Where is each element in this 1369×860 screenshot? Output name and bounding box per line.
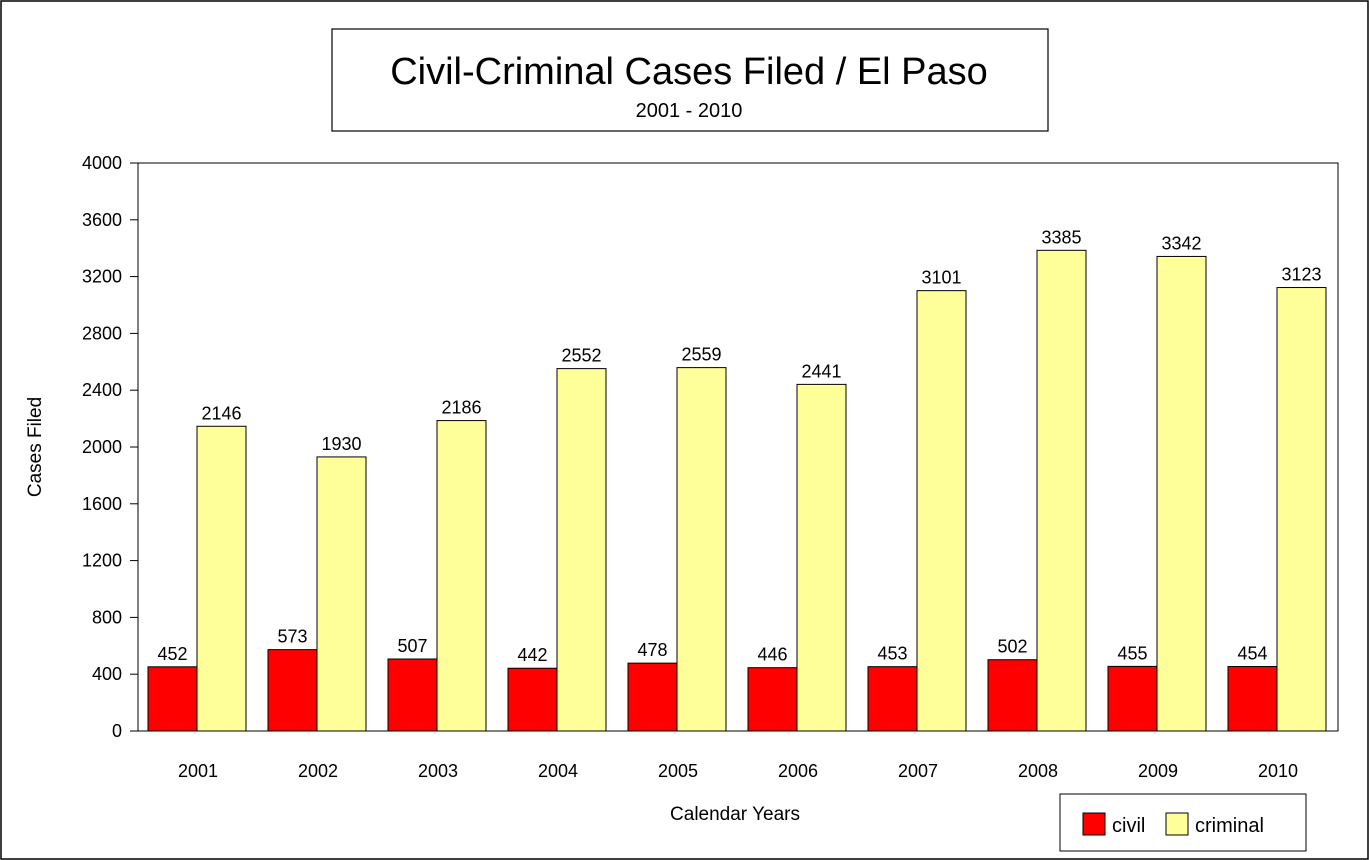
y-tick-label: 1200	[82, 551, 122, 571]
bar-criminal	[556, 368, 607, 732]
bar-criminal	[676, 367, 727, 732]
y-axis-label: Cases Filed	[25, 397, 46, 497]
bar-civil	[867, 666, 918, 732]
y-tick-label: 2000	[82, 437, 122, 457]
bar-criminal	[1276, 287, 1327, 732]
bar-civil	[1227, 666, 1278, 732]
y-tick-label: 800	[92, 607, 122, 627]
value-label-civil: 452	[157, 644, 187, 664]
x-axis-label: Calendar Years	[670, 804, 800, 825]
legend-label-criminal: criminal	[1195, 815, 1264, 837]
value-label-civil: 454	[1237, 644, 1267, 664]
value-label-criminal: 2441	[801, 361, 841, 381]
x-tick-label: 2009	[1138, 761, 1178, 781]
legend: civil criminal	[1059, 793, 1307, 852]
value-label-civil: 507	[397, 636, 427, 656]
bar-criminal	[1036, 249, 1087, 732]
x-tick-label: 2001	[178, 761, 218, 781]
value-label-civil: 453	[877, 644, 907, 664]
value-label-criminal: 2552	[561, 346, 601, 366]
value-label-criminal: 3123	[1281, 265, 1321, 285]
x-tick-label: 2006	[778, 761, 818, 781]
bar-civil	[1107, 665, 1158, 732]
y-tick-label: 2400	[82, 380, 122, 400]
bar-civil	[507, 667, 558, 732]
bar-civil	[147, 666, 198, 732]
bar-criminal	[316, 456, 367, 732]
bar-civil	[627, 662, 678, 732]
x-tick-label: 2002	[298, 761, 338, 781]
y-tick-label: 3200	[82, 267, 122, 287]
title-box: Civil-Criminal Cases Filed / El Paso 200…	[331, 28, 1049, 132]
x-tick-label: 2008	[1018, 761, 1058, 781]
x-tick-label: 2010	[1258, 761, 1298, 781]
y-axis: 0 400 800 1200 1600 2000 2400 2800 3200 3600 4000	[82, 153, 138, 741]
bar-civil	[747, 667, 798, 732]
value-label-criminal: 3342	[1161, 233, 1201, 253]
legend-label-civil: civil	[1112, 815, 1145, 837]
value-label-criminal: 1930	[321, 434, 361, 454]
bar-criminal	[196, 425, 247, 732]
value-label-civil: 442	[517, 645, 547, 665]
value-label-criminal: 3101	[921, 268, 961, 288]
bar-civil	[987, 659, 1038, 732]
x-tick-label: 2005	[658, 761, 698, 781]
value-label-civil: 573	[277, 627, 307, 647]
value-label-criminal: 2186	[441, 398, 481, 418]
y-tick-label: 2800	[82, 323, 122, 343]
y-tick-label: 400	[92, 664, 122, 684]
legend-swatch-criminal	[1165, 812, 1189, 836]
x-tick-label: 2004	[538, 761, 578, 781]
value-label-civil: 455	[1117, 643, 1147, 663]
chart-title: Civil-Criminal Cases Filed / El Paso	[390, 51, 988, 93]
y-tick-label: 4000	[82, 153, 122, 173]
value-label-criminal: 3385	[1041, 227, 1081, 247]
y-tick-label: 0	[112, 721, 122, 741]
y-tick-label: 3600	[82, 210, 122, 230]
value-label-criminal: 2146	[201, 403, 241, 423]
x-tick-label: 2007	[898, 761, 938, 781]
value-label-civil: 478	[637, 640, 667, 660]
value-label-criminal: 2559	[681, 345, 721, 365]
bar-civil	[267, 649, 318, 732]
value-labels: 452 2146 573 1930 507 2186 442 2552 478 2559 446 24…	[157, 227, 1321, 665]
legend-swatch-civil	[1082, 812, 1106, 836]
bar-civil	[387, 658, 438, 732]
bars	[147, 249, 1327, 732]
y-tick-label: 1600	[82, 494, 122, 514]
value-label-civil: 446	[757, 645, 787, 665]
bar-criminal	[436, 420, 487, 732]
bar-criminal	[916, 290, 967, 732]
bar-criminal	[1156, 255, 1207, 732]
x-tick-label: 2003	[418, 761, 458, 781]
x-axis: 2001 2002 2003 2004 2005 2006 2007 2008 2009 2010	[178, 761, 1298, 781]
value-label-civil: 502	[997, 637, 1027, 657]
chart-subtitle: 2001 - 2010	[636, 100, 743, 122]
title-border	[331, 28, 1049, 132]
bar-criminal	[796, 383, 847, 732]
